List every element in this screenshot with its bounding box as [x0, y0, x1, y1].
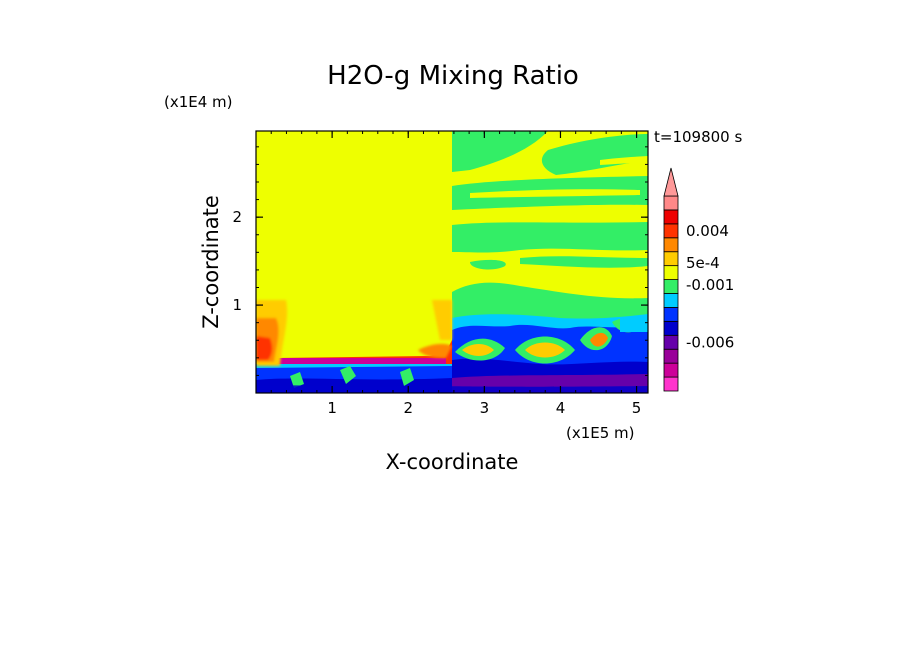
- x-tick-label: 4: [556, 399, 566, 417]
- colorbar-swatch: [663, 376, 679, 392]
- colorbar-swatch: [663, 237, 679, 253]
- colorbar-swatch: [663, 307, 679, 322]
- y-axis-title: Z-coordinate: [199, 195, 223, 329]
- colorbar-extend-arrow: [663, 167, 679, 197]
- colorbar-label: -0.001: [686, 276, 734, 294]
- colorbar-swatch: [663, 209, 679, 225]
- plot-frame: [255, 130, 649, 394]
- yellow-stripes: [470, 156, 648, 217]
- x-axis: 1 2 3 4 5: [270, 131, 642, 417]
- heatmap-field: [256, 131, 648, 393]
- x-tick-label: 2: [403, 399, 413, 417]
- colorbar-swatch: [663, 362, 679, 378]
- colorbar-swatch: [663, 348, 679, 364]
- colorbar-swatch: [663, 293, 679, 308]
- colorbar-swatch: [663, 334, 679, 350]
- x-axis-title: X-coordinate: [386, 450, 519, 474]
- y-scale-label: (x1E4 m): [164, 93, 233, 111]
- colorbar-swatch: [663, 195, 679, 211]
- x-tick-label: 1: [327, 399, 337, 417]
- colorbar-swatch: [663, 251, 679, 267]
- y-axis: 12: [232, 146, 648, 376]
- lenses: [455, 318, 640, 364]
- colorbar-swatch: [663, 223, 679, 239]
- colorbar: -0.006 -0.001 5e-4 0.004: [663, 167, 734, 392]
- time-label: t=109800 s: [654, 128, 742, 146]
- colorbar-swatch: [663, 320, 679, 336]
- x-tick-label: 3: [480, 399, 490, 417]
- x-tick-label: 5: [632, 399, 642, 417]
- left-warm-plume: [256, 300, 452, 366]
- colorbar-label: 5e-4: [686, 254, 720, 272]
- colorbar-swatch: [663, 279, 679, 294]
- colorbar-swatch: [663, 265, 679, 280]
- chart-title: H2O-g Mixing Ratio: [327, 61, 579, 91]
- y-tick-label: 1: [232, 296, 242, 314]
- colorbar-label: -0.006: [686, 333, 734, 351]
- colorbar-label: 0.004: [686, 222, 729, 240]
- x-scale-label: (x1E5 m): [566, 424, 635, 442]
- y-tick-label: 2: [232, 208, 242, 226]
